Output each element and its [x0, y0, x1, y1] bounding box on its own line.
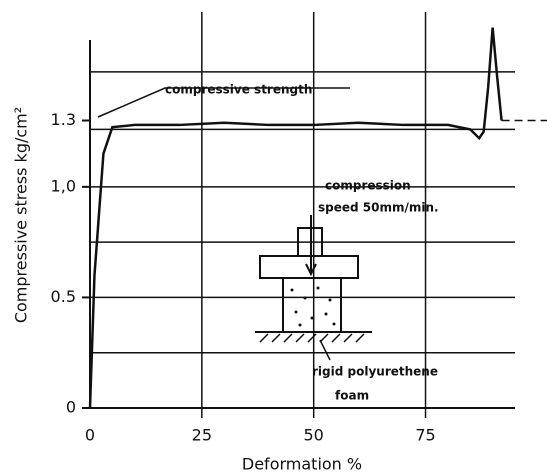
annotation: speed 50mm/min.	[318, 201, 439, 215]
y-tick-label: 0	[66, 398, 76, 417]
y-tick-label: 1,0	[51, 176, 76, 195]
y-axis-label: Compressive stress kg/cm²	[12, 107, 31, 323]
x-tick-label: 50	[304, 426, 324, 445]
x-axis-label: Deformation %	[242, 455, 362, 474]
x-tick-label: 25	[192, 426, 212, 445]
annotation: compression	[325, 179, 411, 193]
x-tick-label: 75	[415, 426, 435, 445]
x-tick-label: 0	[85, 426, 95, 445]
y-tick-label: 0.5	[51, 287, 76, 306]
annotation: compressive strength	[165, 83, 312, 97]
press-diagram	[255, 215, 372, 361]
y-tick-label: 1.3	[51, 110, 76, 129]
annotation: rigid polyurethene	[312, 365, 438, 379]
annotation: foam	[335, 389, 369, 403]
annotation-arrow	[97, 87, 350, 118]
data-line	[88, 27, 503, 409]
